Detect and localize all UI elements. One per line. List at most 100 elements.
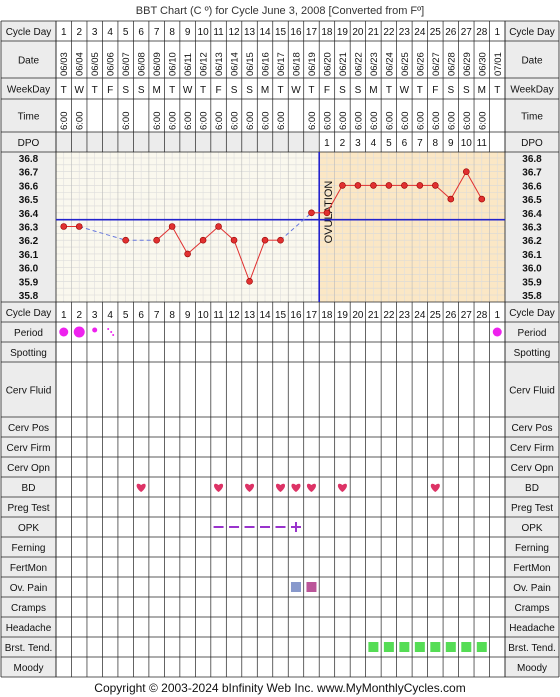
label-cell-right: [505, 477, 559, 497]
cycle-day-value-bottom: 6: [138, 310, 144, 321]
breast-tenderness-square: [476, 642, 487, 652]
temp-point: [246, 277, 253, 285]
weekday-value: M: [261, 85, 269, 96]
cycle-day-value-bottom: 25: [430, 310, 442, 321]
time-value: 6:00: [431, 112, 442, 131]
weekday-value: T: [92, 85, 98, 96]
cycle-day-value: 1: [61, 27, 67, 38]
cycle-day-value: 23: [399, 27, 411, 38]
date-value: 06/07: [121, 52, 132, 76]
y-tick-label: 36.1: [19, 250, 39, 261]
y-tick-label: 36.0: [19, 264, 39, 275]
temp-point: [60, 223, 68, 230]
temp-point: [478, 195, 486, 203]
row-label-cerv-fluid: Cerv Fluid: [6, 386, 52, 397]
temp-axis-left-bg: [1, 152, 56, 302]
weekday-value: T: [308, 85, 314, 96]
time-value: 6:00: [369, 112, 380, 131]
dpo-value: 9: [448, 138, 454, 149]
cycle-day-value: 10: [198, 27, 210, 38]
time-value: 6:00: [446, 112, 457, 131]
label-cell-right: [505, 577, 559, 597]
temp-point: [122, 236, 129, 244]
label-cell-left: [1, 417, 56, 437]
cycle-day-value: 18: [321, 27, 333, 38]
date-value: 06/26: [415, 52, 426, 76]
row-label-dpo-right: DPO: [521, 138, 543, 149]
temp-point: [261, 236, 269, 244]
row-label-bd-right: BD: [525, 483, 539, 494]
dpo-value: 2: [340, 138, 346, 149]
cycle-day-value: 5: [123, 27, 129, 38]
date-value: 07/01: [493, 52, 504, 76]
temp-line: [326, 185, 343, 214]
date-value: 06/06: [106, 52, 117, 76]
row-label-ov-pain: Ov. Pain: [10, 583, 48, 594]
row-label-cycle-day-right: Cycle Day: [509, 308, 555, 319]
bd-heart-icon: [337, 483, 347, 492]
row-label-fertmon: FertMon: [10, 563, 47, 574]
dpo-value: 3: [355, 138, 361, 149]
y-tick-label: 35.8: [19, 291, 39, 302]
row-label-cerv-fluid-right: Cerv Fluid: [509, 386, 555, 397]
row-label-weekday: WeekDay: [7, 85, 50, 96]
time-value: 6:00: [59, 112, 70, 131]
label-cell-left: [1, 362, 56, 417]
label-cell-left: [1, 437, 56, 457]
cycle-day-value-bottom: 21: [368, 310, 380, 321]
cycle-day-value-bottom: 12: [228, 310, 240, 321]
dpo-value: 8: [433, 138, 439, 149]
weekday-value: T: [277, 85, 283, 96]
cycle-day-value-bottom: 17: [306, 310, 318, 321]
y-tick-label: 35.9: [19, 277, 39, 288]
label-cell-right: [505, 132, 559, 152]
date-value: 06/23: [369, 52, 380, 76]
row-label-moody: Moody: [13, 663, 43, 674]
time-value: 6:00: [168, 112, 179, 131]
temp-point: [168, 223, 176, 230]
label-cell-left: [1, 497, 56, 517]
time-value: 6:00: [75, 112, 86, 131]
temp-line: [434, 185, 452, 200]
cycle-day-value: 7: [154, 27, 160, 38]
row-label-time: Time: [18, 112, 40, 123]
cycle-day-value-bottom: 8: [169, 310, 175, 321]
dpo-value: 4: [371, 138, 377, 149]
cycle-day-value-bottom: 7: [154, 310, 160, 321]
temp-point: [447, 195, 455, 203]
label-cell-right: [505, 437, 559, 457]
period-dot-light: [92, 327, 98, 333]
date-value: 06/22: [353, 52, 364, 76]
bd-heart-icon: [136, 483, 146, 492]
date-value: 06/04: [75, 52, 86, 76]
label-cell-right: [505, 322, 559, 342]
cycle-day-value-bottom: 24: [414, 310, 426, 321]
weekday-value: T: [200, 85, 206, 96]
weekday-value: F: [107, 85, 113, 96]
y-tick-label-right: 36.5: [522, 195, 542, 206]
time-value: 6:00: [121, 112, 132, 131]
date-value: 06/18: [291, 52, 302, 76]
bd-heart-icon: [291, 483, 301, 492]
time-value: 6:00: [307, 112, 318, 131]
time-value: 6:00: [353, 112, 364, 131]
y-tick-label: 36.8: [19, 154, 39, 165]
label-cell-left: [1, 537, 56, 557]
time-value: 6:00: [462, 112, 473, 131]
weekday-value: W: [183, 85, 193, 96]
row-label-cerv-firm-right: Cerv Firm: [510, 443, 554, 454]
row-label-period: Period: [14, 328, 43, 339]
row-label-brst-tend: Brst. Tend.: [5, 643, 53, 654]
label-cell-right: [505, 342, 559, 362]
y-tick-label: 36.6: [19, 181, 39, 192]
time-value: 6:00: [261, 112, 272, 131]
ov-pain-square: [306, 582, 317, 592]
date-value: 06/13: [214, 52, 225, 76]
y-tick-label-right: 35.8: [522, 291, 542, 302]
temp-point: [416, 182, 424, 189]
label-cell-left: [1, 617, 56, 637]
cycle-day-value-bottom: 26: [445, 310, 457, 321]
row-label-opk-right: OPK: [521, 523, 542, 534]
ov-pain-square: [290, 582, 301, 592]
breast-tenderness-square: [399, 642, 410, 652]
